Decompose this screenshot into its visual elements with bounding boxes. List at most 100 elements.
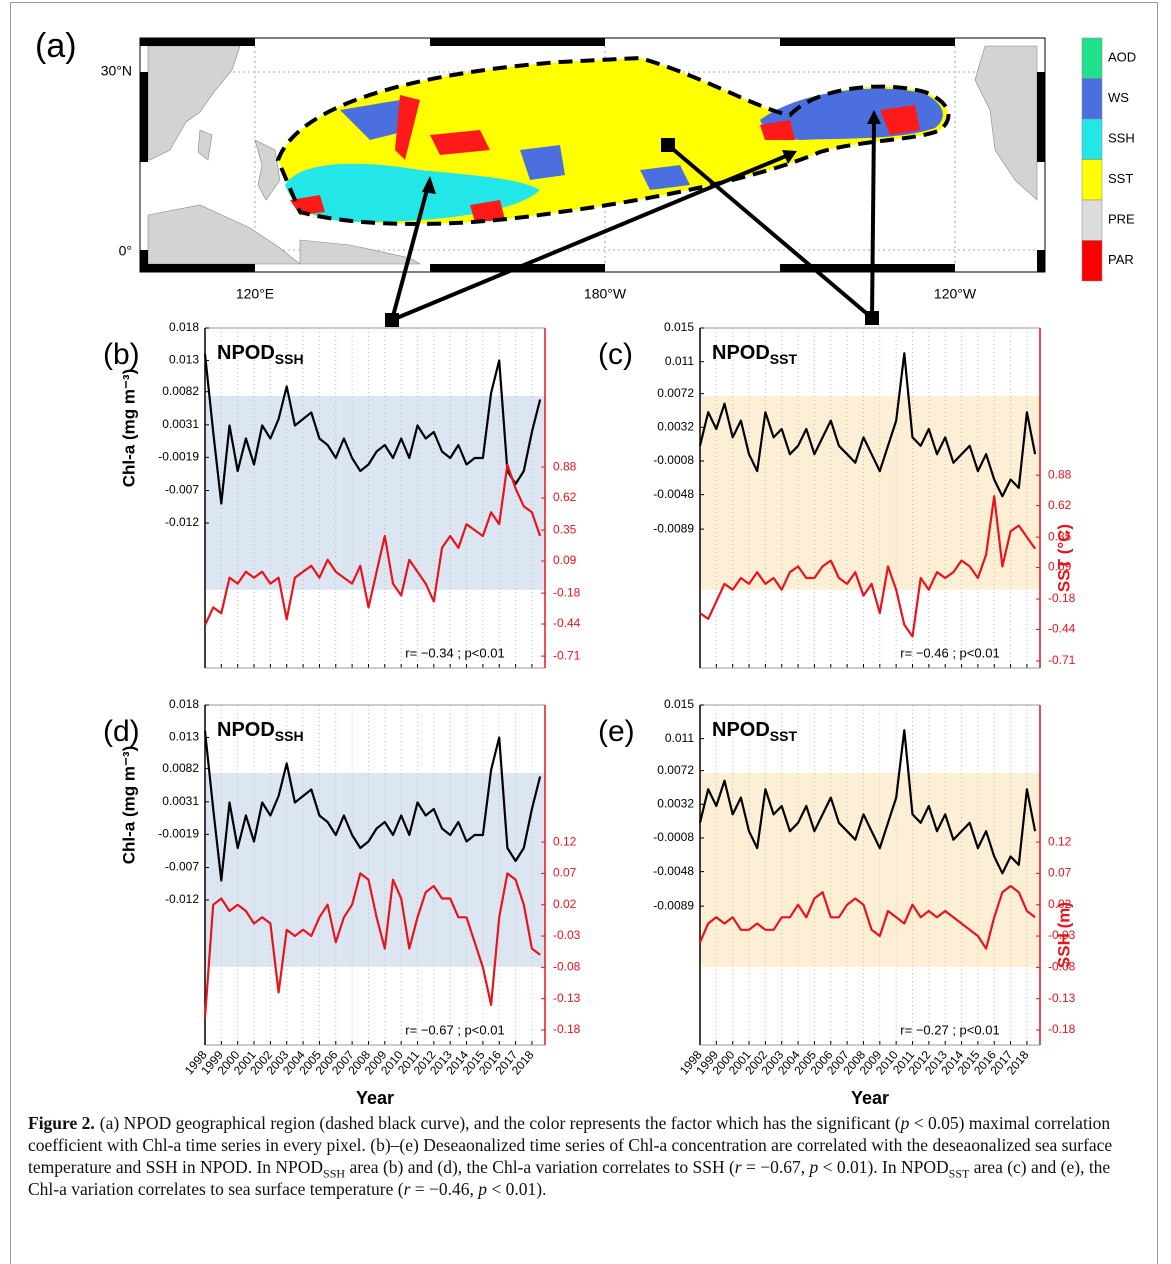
y-tick-label: -0.0019	[158, 827, 199, 841]
panel-label: (b)	[103, 338, 140, 371]
y-tick-label: -0.0089	[653, 898, 694, 912]
lon-label: 120°E	[236, 286, 274, 302]
y-tick-label: 0.015	[664, 697, 694, 711]
legend-swatch	[1081, 37, 1103, 79]
series-line	[698, 352, 1037, 498]
caption-text: < 0.05) maximal correlation coefficient …	[28, 1113, 1113, 1177]
series-line	[203, 353, 542, 505]
title-subscript: SSH	[275, 728, 304, 744]
y-tick-label: 0.0031	[162, 794, 199, 808]
y2-tick-label: 0.07	[1048, 866, 1072, 880]
y-axis-label: Chl-a (mg m⁻³)	[119, 746, 138, 865]
legend-swatch	[1081, 78, 1103, 120]
annotation: r= −0.27 ; p<0.01	[900, 1022, 999, 1037]
y2-tick-label: 0.35	[553, 522, 577, 536]
legend: AOD WS SSH SST PRE PAR	[1081, 37, 1136, 282]
panel-label: (d)	[103, 715, 140, 748]
y2-tick-label: -0.18	[1048, 591, 1076, 605]
x-axis-label: Year	[851, 1088, 889, 1105]
panel-label: (e)	[598, 715, 635, 748]
caption-text: area (c) and (e), the Chl-a variation co…	[28, 1157, 1111, 1199]
y-tick-label: 0.018	[169, 697, 199, 711]
title-subscript: SSH	[275, 351, 304, 367]
y2-tick-label: -0.18	[553, 585, 581, 599]
y2-tick-label: 0.62	[1048, 498, 1072, 512]
chart-title: NPODSST	[712, 342, 797, 366]
caption-text: p	[809, 1157, 819, 1177]
caption-text: = −0.46,	[410, 1179, 479, 1199]
legend-label: WS	[1108, 90, 1129, 105]
y2-tick-label: 0.88	[553, 459, 577, 473]
series-line	[699, 495, 1037, 638]
shade-band	[205, 396, 545, 590]
y-tick-label: 0.0031	[162, 417, 199, 431]
legend-swatch	[1081, 199, 1103, 241]
charts: 0.018 0.013 0.0082 0.0031 -0.0019 -0.007 -0.01…	[103, 320, 1076, 1105]
y2-tick-label: 0.02	[553, 897, 577, 911]
figure: (a) 30°N 0° 1	[35, 27, 1136, 1105]
y-tick-label: -0.0008	[653, 830, 694, 844]
series-line	[698, 729, 1037, 875]
y2-tick-label: -0.08	[1048, 960, 1076, 974]
annotation: r= −0.67 ; p<0.01	[405, 1022, 504, 1037]
title-text: NPOD	[712, 719, 770, 741]
y2-tick-label: -0.71	[1048, 653, 1076, 667]
caption-label: Figure 2.	[28, 1113, 95, 1133]
title-text: NPOD	[712, 342, 770, 364]
y2-tick-label: -0.13	[1048, 991, 1076, 1005]
y2-tick-label: -0.08	[553, 960, 581, 974]
legend-label: PRE	[1108, 211, 1135, 226]
land	[147, 45, 1038, 265]
caption: Figure 2. (a) NPOD geographical region (d…	[28, 1112, 1138, 1200]
x-axis-label: Year	[356, 1088, 394, 1105]
shade-band	[700, 773, 1040, 967]
y-tick-label: -0.0048	[653, 864, 694, 878]
title-text: NPOD	[217, 342, 275, 364]
y-tick-label: -0.0048	[653, 487, 694, 501]
y2-tick-label: 0.62	[553, 490, 577, 504]
legend-label: PAR	[1108, 252, 1134, 267]
y2-tick-label: 0.07	[553, 866, 577, 880]
y2-tick-label: -0.44	[1048, 622, 1076, 636]
y2-tick-label: 0.09	[553, 553, 577, 567]
series-line	[204, 463, 542, 626]
series-line	[203, 730, 542, 882]
y2-tick-label: 0.02	[1048, 897, 1072, 911]
y-tick-label: 0.013	[169, 730, 199, 744]
y-tick-label: 0.0032	[657, 419, 694, 433]
caption-text: SSH	[323, 1166, 346, 1181]
y-tick-label: -0.0008	[653, 453, 694, 467]
region	[275, 55, 951, 226]
y2-tick-label: -0.44	[553, 616, 581, 630]
annotation: r= −0.46 ; p<0.01	[900, 645, 999, 660]
arrows	[385, 110, 881, 327]
y-tick-label: 0.0072	[657, 386, 694, 400]
caption-text: r	[734, 1157, 742, 1177]
y-tick-label: 0.013	[169, 353, 199, 367]
y-tick-label: 0.011	[665, 731, 694, 745]
panel-label: (c)	[598, 338, 633, 371]
y2-tick-label: 0.12	[1048, 834, 1072, 848]
y2-tick-label: 0.35	[1048, 529, 1072, 543]
y2-tick-label: 0.88	[1048, 467, 1072, 481]
y-tick-label: 0.018	[169, 320, 199, 334]
caption-text: < 0.01). In NPOD	[818, 1157, 949, 1177]
caption-text: p	[478, 1179, 488, 1199]
y-tick-label: 0.0072	[657, 763, 694, 777]
y-tick-label: -0.012	[165, 515, 199, 529]
y-axis-label: Chl-a (mg m⁻³)	[119, 369, 138, 488]
legend-swatch	[1081, 118, 1103, 160]
y2-axis-label: SSH (m)	[1054, 902, 1073, 968]
y-tick-label: 0.0082	[162, 761, 199, 775]
y2-tick-label: -0.03	[553, 928, 581, 942]
annotation: r= −0.34 ; p<0.01	[405, 645, 504, 660]
y2-axis-label: SST (°C)	[1054, 524, 1073, 592]
y-tick-label: -0.007	[165, 860, 199, 874]
y-tick-label: 0.011	[665, 354, 694, 368]
lon-label: 180°W	[584, 286, 627, 302]
chart-title: NPODSST	[712, 719, 797, 743]
y-tick-label: 0.015	[664, 320, 694, 334]
legend-swatch	[1081, 159, 1103, 201]
legend-swatch	[1081, 240, 1103, 282]
